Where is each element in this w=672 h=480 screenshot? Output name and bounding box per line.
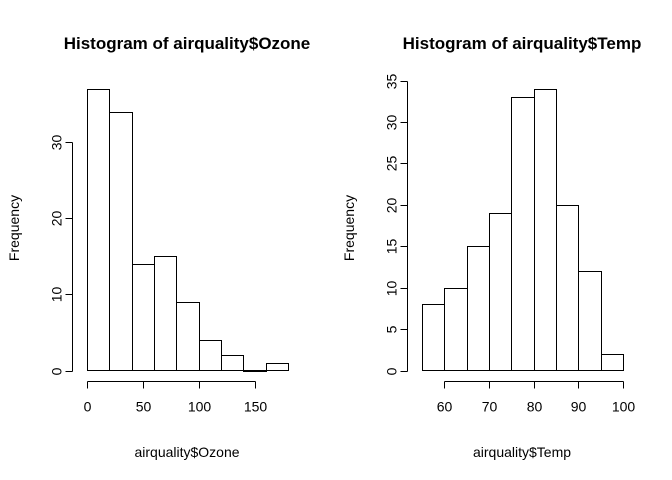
temp-bar-2 bbox=[467, 246, 490, 371]
temp-y-tick-label-5: 25 bbox=[384, 156, 400, 172]
temp-y-tick-label-2: 10 bbox=[384, 281, 400, 297]
temp-y-tick-label-3: 15 bbox=[384, 239, 400, 255]
temp-bar-3 bbox=[489, 213, 512, 371]
temp-bar-8 bbox=[601, 354, 624, 371]
ozone-bar-4 bbox=[176, 302, 200, 371]
ozone-bar-5 bbox=[199, 340, 222, 371]
ozone-y-axis: 0 10 20 30 bbox=[49, 135, 73, 375]
ozone-bar-2 bbox=[132, 264, 155, 371]
temp-bar-4 bbox=[511, 97, 535, 371]
temp-y-tick-label-6: 30 bbox=[384, 115, 400, 131]
ozone-y-tick-label-0: 0 bbox=[49, 367, 65, 375]
ozone-x-tick-label-2: 100 bbox=[188, 399, 212, 415]
ozone-histogram-panel: Histogram of airquality$Ozone airquality… bbox=[6, 34, 310, 460]
ozone-y-tick-label-2: 20 bbox=[49, 211, 65, 227]
temp-x-tick-label-3: 90 bbox=[571, 399, 587, 415]
ozone-y-tick-label-1: 10 bbox=[49, 287, 65, 303]
ozone-bar-6 bbox=[221, 355, 244, 371]
ozone-x-tick-label-0: 0 bbox=[84, 399, 92, 415]
ozone-x-axis-label: airquality$Ozone bbox=[134, 444, 239, 460]
ozone-bar-8 bbox=[266, 363, 289, 371]
ozone-x-tick-label-1: 50 bbox=[136, 399, 152, 415]
temp-bar-1 bbox=[444, 288, 468, 371]
temp-x-tick-label-1: 70 bbox=[482, 399, 498, 415]
temp-y-axis: 0 5 10 15 20 25 30 35 bbox=[384, 74, 408, 375]
ozone-bar-7 bbox=[243, 370, 267, 372]
temp-bar-7 bbox=[578, 271, 602, 371]
ozone-x-axis: 0 50 100 150 bbox=[84, 381, 268, 415]
temp-y-tick-label-1: 5 bbox=[384, 325, 400, 333]
ozone-chart-title: Histogram of airquality$Ozone bbox=[64, 34, 311, 53]
ozone-x-tick-label-3: 150 bbox=[244, 399, 268, 415]
temp-chart-title: Histogram of airquality$Temp bbox=[403, 34, 642, 53]
temp-x-axis: 60 70 80 90 100 bbox=[437, 381, 636, 415]
temp-y-tick-label-4: 20 bbox=[384, 198, 400, 214]
ozone-bar-1 bbox=[109, 112, 133, 371]
temp-bar-6 bbox=[556, 205, 579, 371]
ozone-bar-0 bbox=[87, 89, 110, 371]
temp-y-axis-label: Frequency bbox=[341, 195, 357, 261]
ozone-bars bbox=[87, 89, 289, 372]
temp-y-tick-label-7: 35 bbox=[384, 74, 400, 90]
temp-histogram-panel: Histogram of airquality$Temp airquality$… bbox=[341, 34, 641, 460]
temp-x-axis-label: airquality$Temp bbox=[473, 444, 571, 460]
temp-bars bbox=[422, 89, 624, 371]
temp-bar-0 bbox=[422, 304, 445, 371]
ozone-y-tick-label-3: 30 bbox=[49, 135, 65, 151]
temp-y-tick-label-0: 0 bbox=[384, 367, 400, 375]
ozone-y-axis-label: Frequency bbox=[6, 195, 22, 261]
temp-x-tick-label-2: 80 bbox=[527, 399, 543, 415]
temp-x-tick-label-0: 60 bbox=[437, 399, 453, 415]
temp-x-tick-label-4: 100 bbox=[612, 399, 636, 415]
ozone-bar-3 bbox=[154, 256, 177, 371]
temp-bar-5 bbox=[534, 89, 557, 371]
